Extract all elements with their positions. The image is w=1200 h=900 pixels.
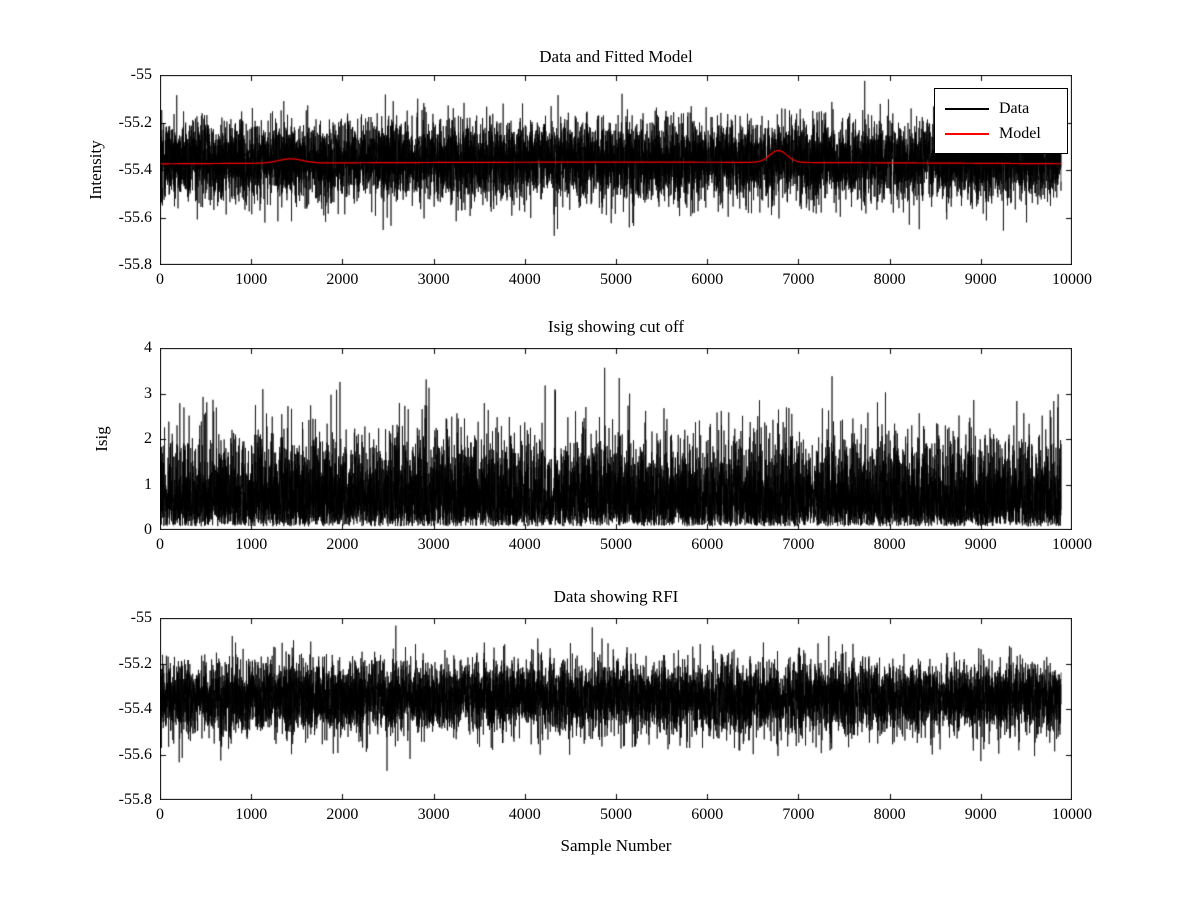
x-tick-label: 1000 [235,806,268,823]
x-tick-label: 8000 [873,271,906,288]
y-tick-label: -55 [130,66,152,83]
legend-line-sample-data [945,107,989,110]
x-tick-label: 1000 [235,271,268,288]
y-tick-label: 2 [144,430,152,447]
x-tick-label: 0 [156,536,164,553]
x-tick-label: 9000 [964,271,997,288]
y-tick-label: 3 [144,384,152,402]
x-tick-label: 4000 [508,806,541,823]
subplot-data-and-model: Data and Fitted Model Intensity -55.8 -55… [0,40,1200,310]
x-tick-label: 5000 [600,536,632,553]
y-tick-label: -55.2 [118,654,152,672]
x-tick-label: 10000 [1052,271,1092,288]
legend-label-data: Data [999,99,1030,117]
x-tick-label: 3000 [417,806,450,823]
x-tick-label: 6000 [691,536,724,553]
y-tick-label: 4 [144,339,152,356]
legend-entry-model: Model [935,125,1067,143]
plot-canvas [160,75,1072,265]
x-tick-label: 8000 [873,806,906,823]
x-tick-label: 0 [156,271,164,288]
subplot-data-rfi: Data showing RFI -55.8 -55.6 -55.4 -55.2 -55… [0,582,1200,852]
legend-line-sample-model [945,132,989,135]
plot-title: Isig showing cut off [547,317,685,336]
y-tick-label: -55.2 [118,113,152,131]
y-tick-label: -55.8 [118,791,152,808]
plot-title: Data showing RFI [553,587,679,606]
x-tick-label: 6000 [691,271,724,288]
y-tick-label: -55 [130,609,152,626]
x-tick-label: 5000 [600,271,632,288]
x-tick-label: 9000 [964,806,997,823]
x-tick-label: 8000 [873,536,906,553]
x-tick-label: 5000 [600,806,632,823]
y-tick-label: -55.4 [118,700,152,717]
x-axis-label: Sample Number [560,836,672,855]
x-tick-label: 7000 [782,536,815,553]
x-tick-label: 1000 [235,536,268,553]
y-tick-label: -55.8 [118,256,152,273]
x-tick-label: 2000 [326,536,359,553]
y-tick-label: -55.6 [118,745,152,763]
x-tick-label: 9000 [964,536,997,553]
legend-entry-data: Data [935,100,1067,118]
x-tick-label: 10000 [1052,806,1092,823]
x-tick-label: 6000 [691,806,724,823]
x-tick-label: 7000 [782,806,815,823]
x-tick-label: 10000 [1052,536,1092,553]
y-tick-label: 1 [144,475,152,493]
plot-title: Data and Fitted Model [539,47,693,66]
legend: Data Model [934,88,1068,154]
x-tick-label: 7000 [782,271,815,288]
x-tick-label: 3000 [417,536,450,553]
x-tick-label: 2000 [326,271,359,288]
x-tick-label: 0 [156,806,164,823]
y-tick-label: -55.4 [118,161,152,178]
y-tick-label: 0 [144,521,152,538]
x-tick-label: 4000 [508,536,541,553]
x-tick-label: 4000 [508,271,541,288]
x-tick-label: 3000 [417,271,450,288]
legend-label-model: Model [999,124,1041,142]
plot-canvas [160,348,1072,530]
plot-canvas [160,618,1072,800]
x-tick-label: 2000 [326,806,359,823]
y-tick-label: -55.6 [118,208,152,226]
